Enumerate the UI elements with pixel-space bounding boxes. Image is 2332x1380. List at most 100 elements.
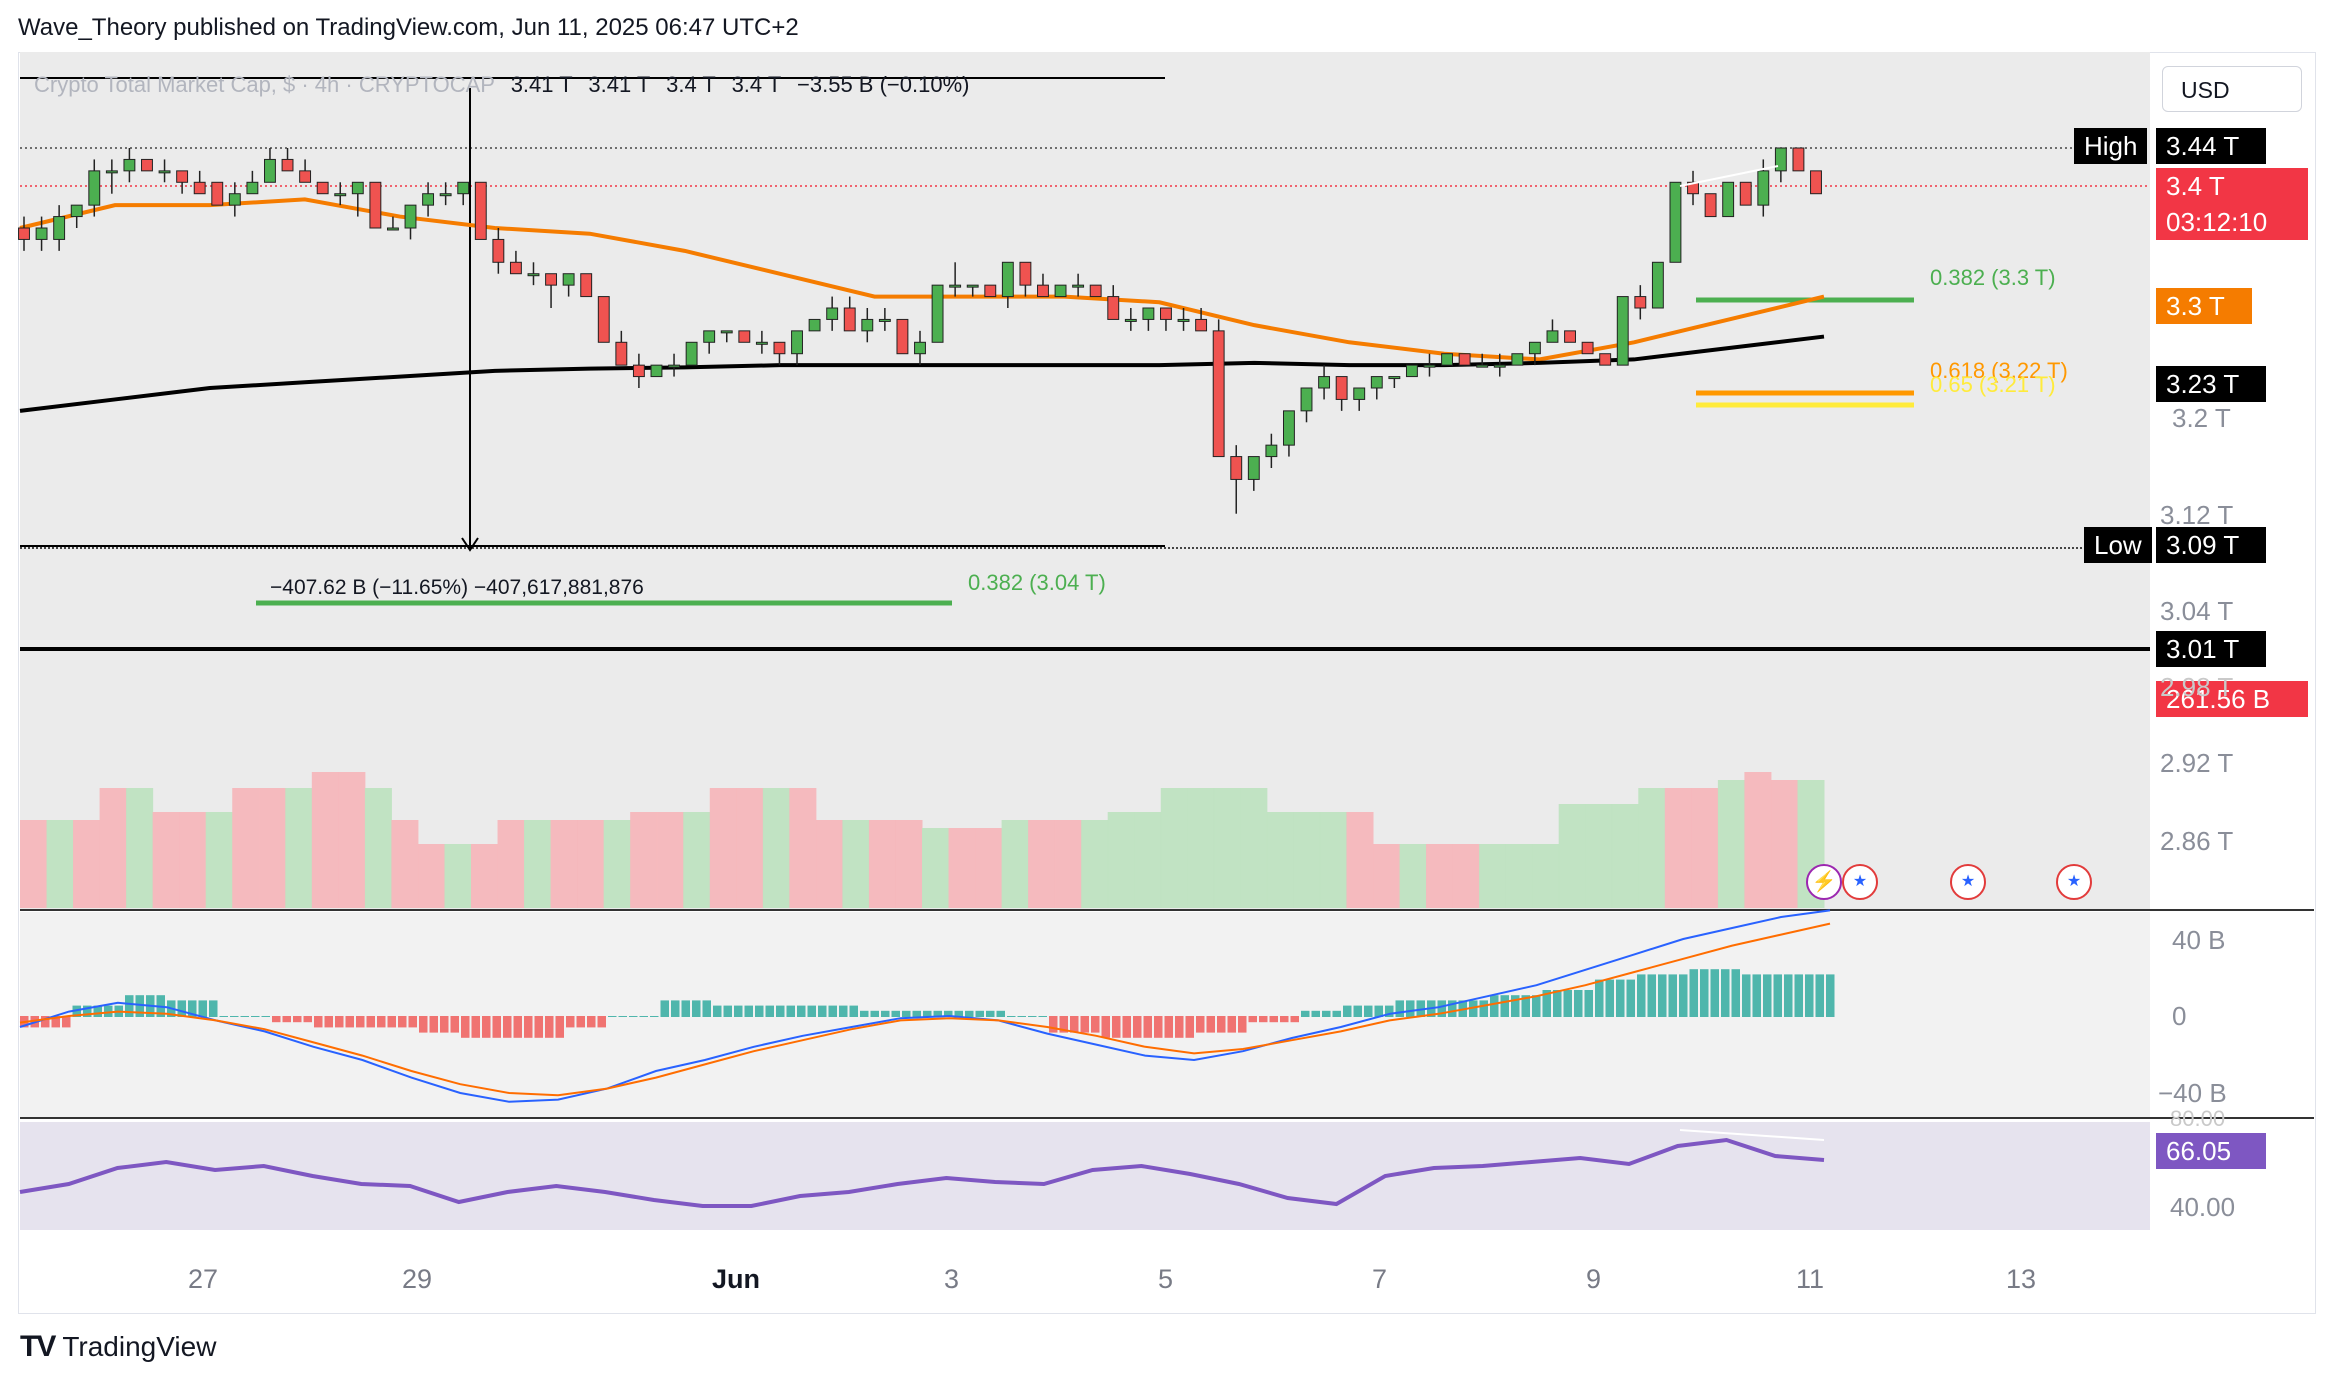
volume-bar xyxy=(1558,804,1586,908)
candle-body xyxy=(1739,181,1752,206)
candle-body xyxy=(1722,181,1735,218)
macd-histogram-bar xyxy=(335,1016,344,1028)
volume-bar xyxy=(1664,788,1692,908)
volume-bar xyxy=(152,812,180,908)
macd-histogram-bar xyxy=(1826,974,1835,1017)
macd-histogram-bar xyxy=(1784,974,1793,1017)
date-tick: 5 xyxy=(1158,1264,1174,1294)
candle-body xyxy=(527,273,540,277)
axis-tick: 3.2 T xyxy=(2172,403,2231,433)
macd-histogram-bar xyxy=(1091,1016,1100,1033)
volume-bar xyxy=(46,820,74,908)
volume-bar xyxy=(444,844,472,908)
macd-histogram-bar xyxy=(72,1005,81,1017)
candle-body xyxy=(1388,376,1401,380)
volume-bar xyxy=(364,788,392,908)
macd-histogram-bar xyxy=(1511,995,1520,1017)
macd-tick: 40 B xyxy=(2172,925,2226,955)
macd-histogram-bar xyxy=(1259,1016,1268,1023)
candle-body xyxy=(1124,318,1137,322)
volume-bar xyxy=(762,788,790,908)
macd-histogram-bar xyxy=(996,1010,1005,1017)
macd-histogram-bar xyxy=(408,1016,417,1028)
macd-histogram-bar xyxy=(1647,974,1656,1017)
macd-histogram-bar xyxy=(734,1005,743,1017)
candle-body xyxy=(193,181,206,195)
volume-bar xyxy=(1373,844,1401,908)
macd-histogram-bar xyxy=(1689,969,1698,1017)
candle-body xyxy=(791,330,803,355)
macd-histogram-bar xyxy=(860,1010,869,1017)
divergence-line xyxy=(1679,165,1779,187)
macd-histogram-bar xyxy=(807,1005,816,1017)
volume-bar xyxy=(1452,844,1480,908)
macd-histogram-bar xyxy=(1448,1000,1457,1017)
us-flag-icon[interactable]: ★ xyxy=(2056,864,2092,900)
volume-bar xyxy=(656,812,684,908)
macd-histogram-bar xyxy=(1479,1000,1488,1017)
volume-bar xyxy=(975,828,1003,908)
macd-histogram-bar xyxy=(51,1016,60,1028)
candle-body xyxy=(1493,364,1506,368)
macd-histogram-bar xyxy=(1679,974,1688,1017)
candle-body xyxy=(1037,284,1049,298)
fib-65-right: 0.65 (3.21 T) xyxy=(1930,372,2056,397)
lightning-icon[interactable]: ⚡ xyxy=(1806,864,1842,900)
candle-body xyxy=(1810,170,1822,195)
macd-histogram-bar xyxy=(744,1005,753,1017)
macd-histogram-bar xyxy=(1311,1010,1320,1017)
candle-body xyxy=(299,170,312,183)
us-flag-icon[interactable]: ★ xyxy=(1842,864,1878,900)
currency-button[interactable]: USD xyxy=(2162,66,2302,112)
macd-histogram-bar xyxy=(1406,1000,1415,1017)
high-label: High xyxy=(2074,128,2148,164)
ema200-line xyxy=(19,334,1825,413)
macd-histogram-bar xyxy=(1248,1016,1257,1023)
macd-histogram-bar xyxy=(1028,1016,1037,1017)
candle-body xyxy=(1423,364,1436,368)
macd-histogram-bar xyxy=(713,1005,722,1017)
candle-body xyxy=(1651,261,1664,309)
macd-histogram-bar xyxy=(219,1016,228,1017)
candle-body xyxy=(984,284,997,298)
us-flag-icon[interactable]: ★ xyxy=(1950,864,1986,900)
macd-histogram-bar xyxy=(240,1016,249,1017)
candle-body xyxy=(738,330,751,343)
volume-bar xyxy=(789,788,817,908)
measure-readout: −407.62 B (−11.65%) −407,617,881,876 xyxy=(270,576,644,599)
candle-body xyxy=(615,341,628,366)
candle-body xyxy=(1019,261,1032,286)
volume-bar xyxy=(179,812,207,908)
volume-bar xyxy=(497,820,525,908)
macd-histogram-bar xyxy=(1049,1016,1058,1033)
macd-histogram-bar xyxy=(282,1016,291,1023)
macd-histogram-bar xyxy=(1122,1016,1131,1038)
macd-histogram-bar xyxy=(324,1016,333,1028)
macd-histogram-bar xyxy=(660,1000,669,1017)
candle-body xyxy=(808,318,821,332)
macd-histogram-bar xyxy=(702,1000,711,1017)
volume-bar xyxy=(1160,788,1188,908)
candle-body xyxy=(88,170,101,206)
rsi-line xyxy=(19,1137,1825,1208)
macd-histogram-bar xyxy=(1175,1016,1184,1038)
tradingview-logo[interactable]: TV TradingView xyxy=(20,1330,216,1364)
macd-histogram-bar xyxy=(1731,969,1740,1017)
macd-tick: 0 xyxy=(2172,1001,2187,1031)
volume-bar xyxy=(311,772,339,908)
symbol-label[interactable]: Crypto Total Market Cap, $ · 4h · CRYPTO… xyxy=(34,72,495,97)
volume-bar xyxy=(391,820,419,908)
candle-body xyxy=(703,330,716,343)
macd-histogram-bar xyxy=(1374,1005,1383,1017)
candle-body xyxy=(334,193,347,197)
macd-histogram-bar xyxy=(450,1016,459,1033)
macd-histogram-bar xyxy=(471,1016,480,1038)
volume-bar xyxy=(524,820,552,908)
macd-histogram-bar xyxy=(1385,1005,1394,1017)
macd-histogram-bar xyxy=(1332,1010,1341,1017)
candle-body xyxy=(1107,296,1120,320)
macd-histogram-bar xyxy=(1070,1016,1079,1033)
macd-histogram-bar xyxy=(891,1010,900,1017)
candle-body xyxy=(1441,353,1454,366)
